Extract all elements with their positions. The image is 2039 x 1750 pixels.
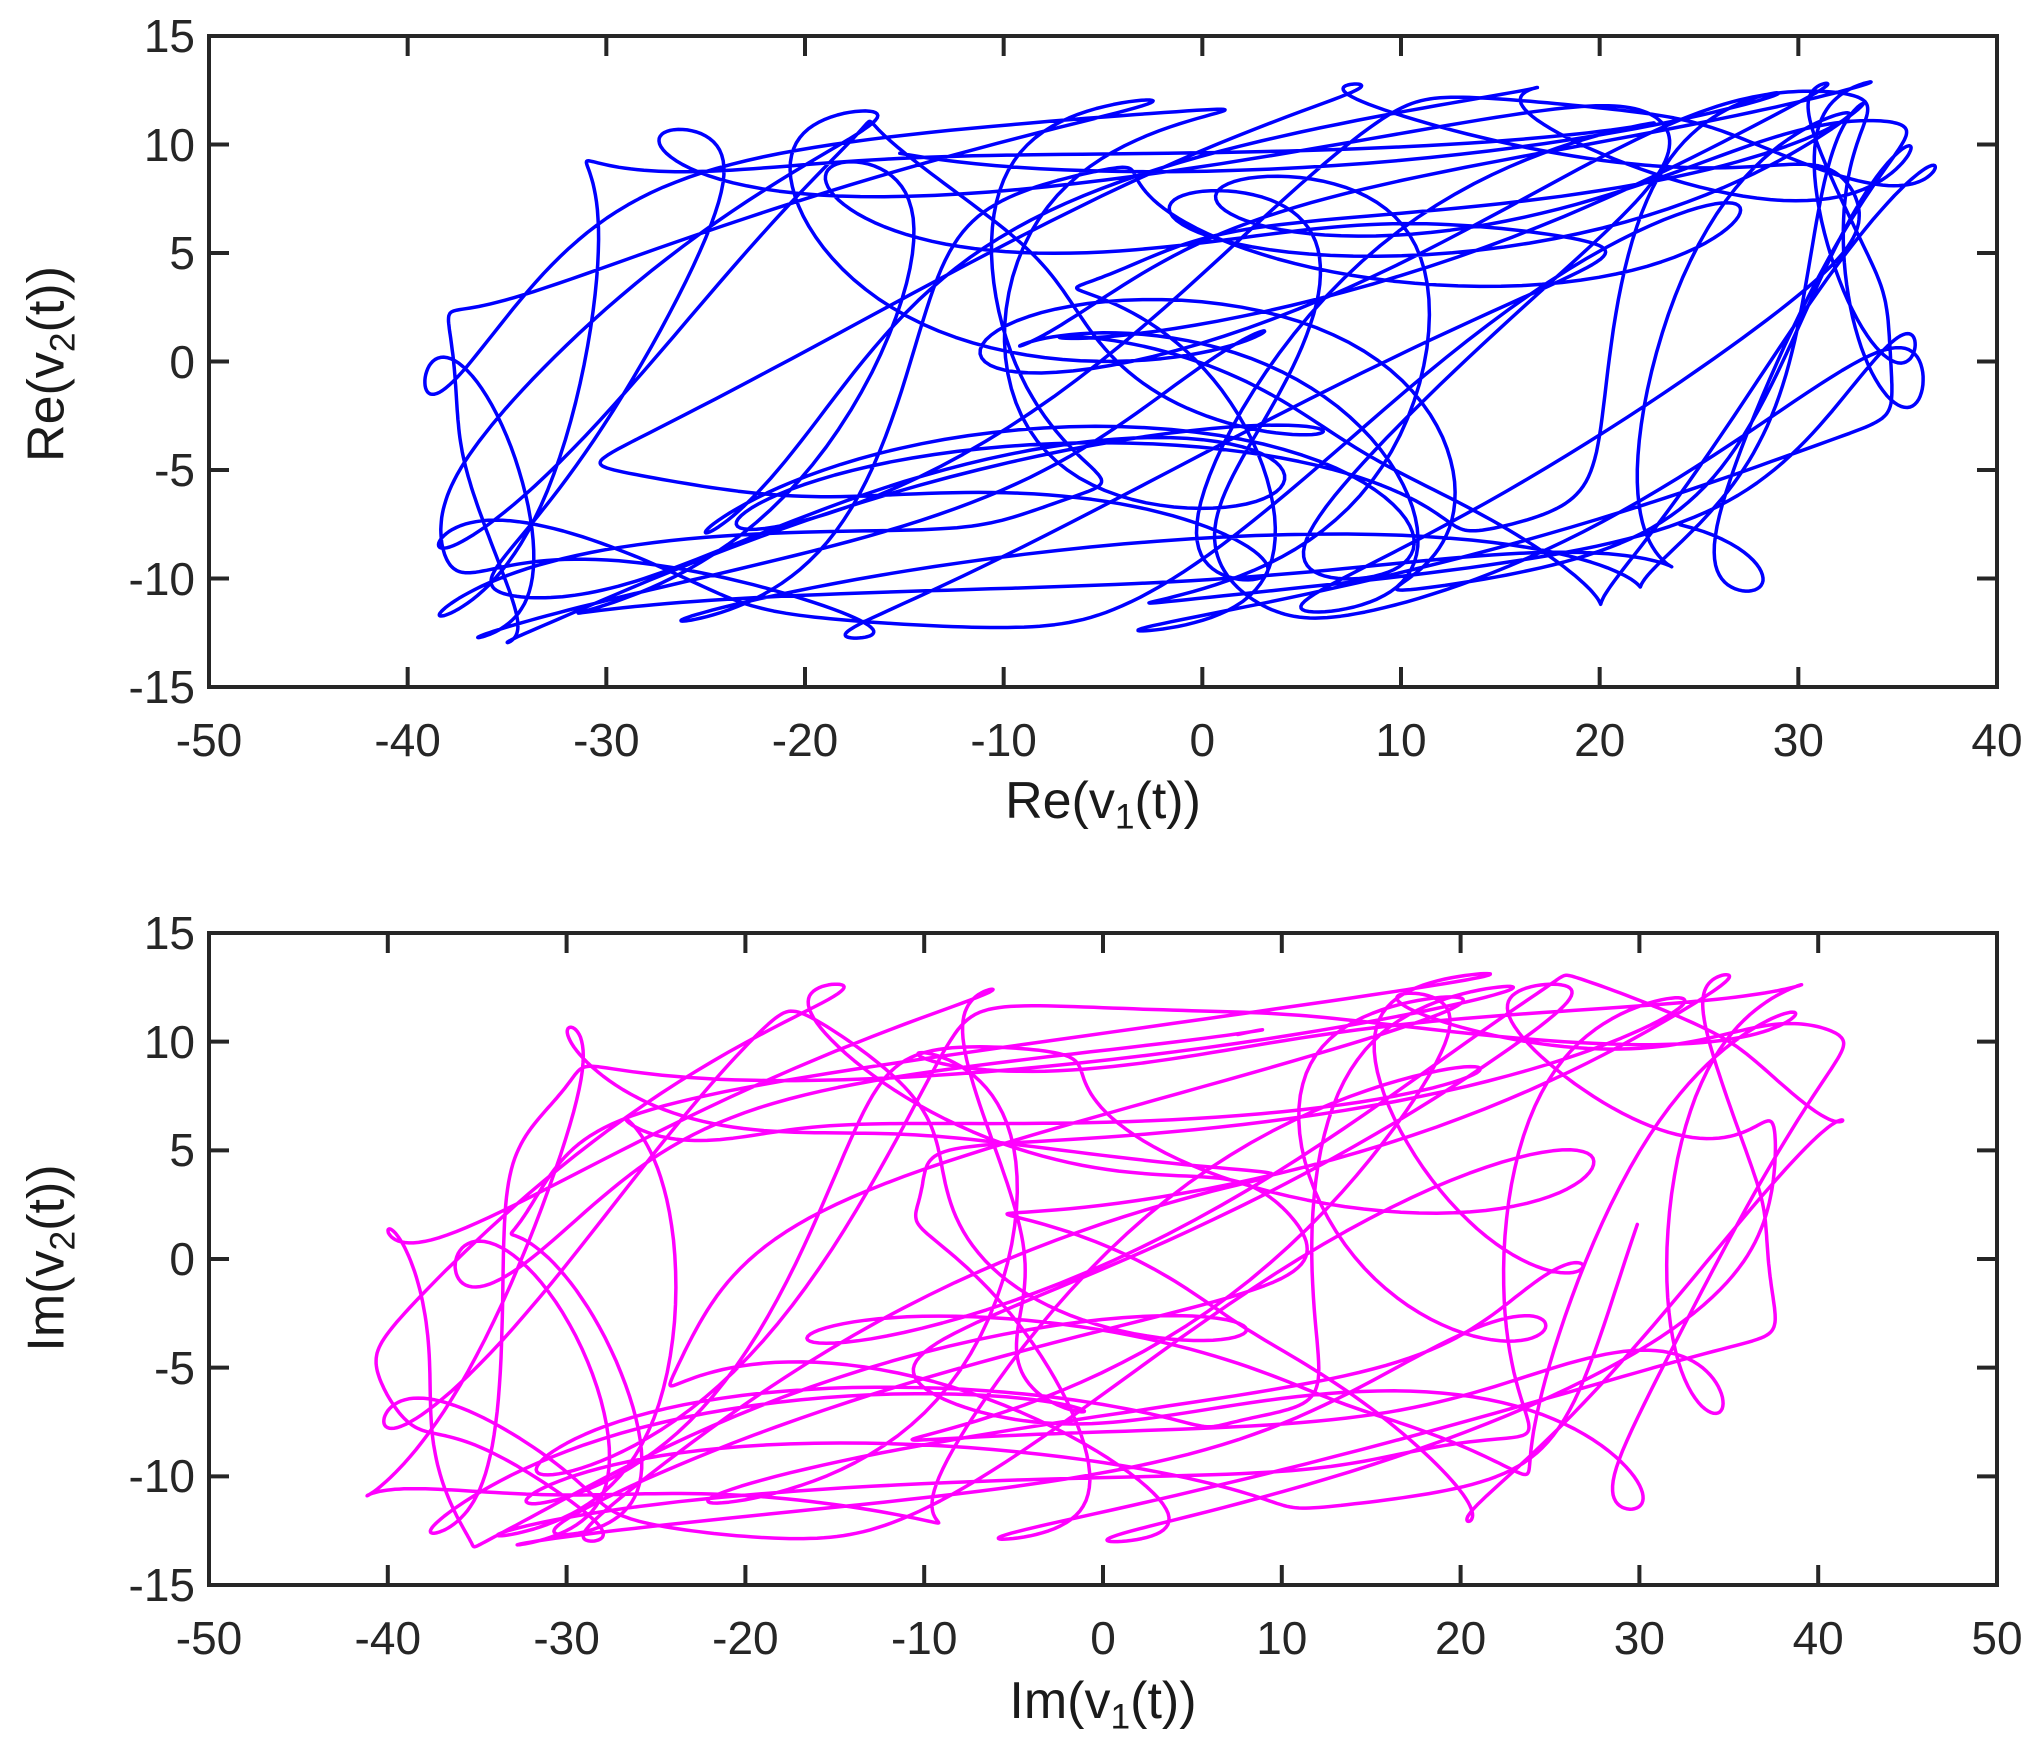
top-x-axis-label-subscript: 1 xyxy=(1114,797,1135,837)
top-trajectory-path xyxy=(423,80,1938,645)
top-y-tick-label: -10 xyxy=(128,552,195,605)
bottom-x-tick-label: 0 xyxy=(1090,1612,1116,1664)
top-y-tick-label: 15 xyxy=(143,10,195,62)
bottom-x-tick-label: -40 xyxy=(354,1612,422,1664)
top-y-tick-label: 10 xyxy=(143,118,195,171)
bottom-y-tick-label: -10 xyxy=(128,1450,195,1503)
top-x-tick-label: -20 xyxy=(771,714,839,766)
bottom-y-tick-label: 15 xyxy=(143,907,195,959)
bottom-x-tick-label: -20 xyxy=(712,1612,779,1664)
bottom-trajectory-path xyxy=(365,971,1846,1549)
bottom-y-tick-label: 10 xyxy=(143,1015,195,1068)
top-x-tick-label: 30 xyxy=(1772,714,1824,766)
top-x-tick-label: -30 xyxy=(573,714,640,766)
bottom-x-tick-label: 20 xyxy=(1435,1612,1487,1664)
top-x-tick-label: -40 xyxy=(374,714,441,766)
top-x-tick-label: 0 xyxy=(1189,714,1216,766)
top-y-tick-label: -15 xyxy=(128,661,195,713)
top-x-tick-label: -10 xyxy=(970,714,1037,766)
bottom-y-tick-label: 0 xyxy=(169,1233,195,1285)
top-x-tick-label: 20 xyxy=(1574,714,1626,766)
top-x-axis-label-text: Re(v xyxy=(1005,772,1115,830)
bottom-x-tick-label: 40 xyxy=(1792,1612,1844,1664)
bottom-x-tick-label: -10 xyxy=(890,1612,958,1664)
bottom-x-tick-label: 30 xyxy=(1613,1612,1665,1664)
top-x-axis-label: Re(v1(t)) xyxy=(209,772,1997,847)
bottom-y-tick-label: -15 xyxy=(128,1559,195,1611)
top-y-tick-label: 5 xyxy=(169,227,195,279)
bottom-x-tick-label: -30 xyxy=(533,1612,600,1664)
top-y-tick-label: 0 xyxy=(169,335,195,388)
bottom-x-tick-label: 50 xyxy=(1971,1612,2023,1664)
bottom-x-tick-label: -50 xyxy=(175,1612,243,1664)
bottom-x-tick-label: 10 xyxy=(1256,1612,1308,1664)
top-x-axis-label-suffix: (t)) xyxy=(1134,772,1201,830)
bottom-x-axis-label-text: Im(v xyxy=(1009,1672,1111,1730)
bottom-x-axis-label-suffix: (t)) xyxy=(1130,1672,1197,1730)
bottom-y-tick-label: -5 xyxy=(154,1341,195,1394)
top-x-tick-label: -50 xyxy=(175,714,243,766)
top-y-tick-label: -5 xyxy=(154,444,195,496)
bottom-plot-box xyxy=(207,931,1999,1587)
bottom-y-tick-label: 5 xyxy=(169,1124,195,1177)
top-x-tick-label: 40 xyxy=(1971,714,2023,766)
top-x-tick-label: 10 xyxy=(1375,714,1427,766)
bottom-x-axis-label-subscript: 1 xyxy=(1110,1697,1131,1737)
bottom-x-axis-label: Im(v1(t)) xyxy=(209,1672,1997,1747)
